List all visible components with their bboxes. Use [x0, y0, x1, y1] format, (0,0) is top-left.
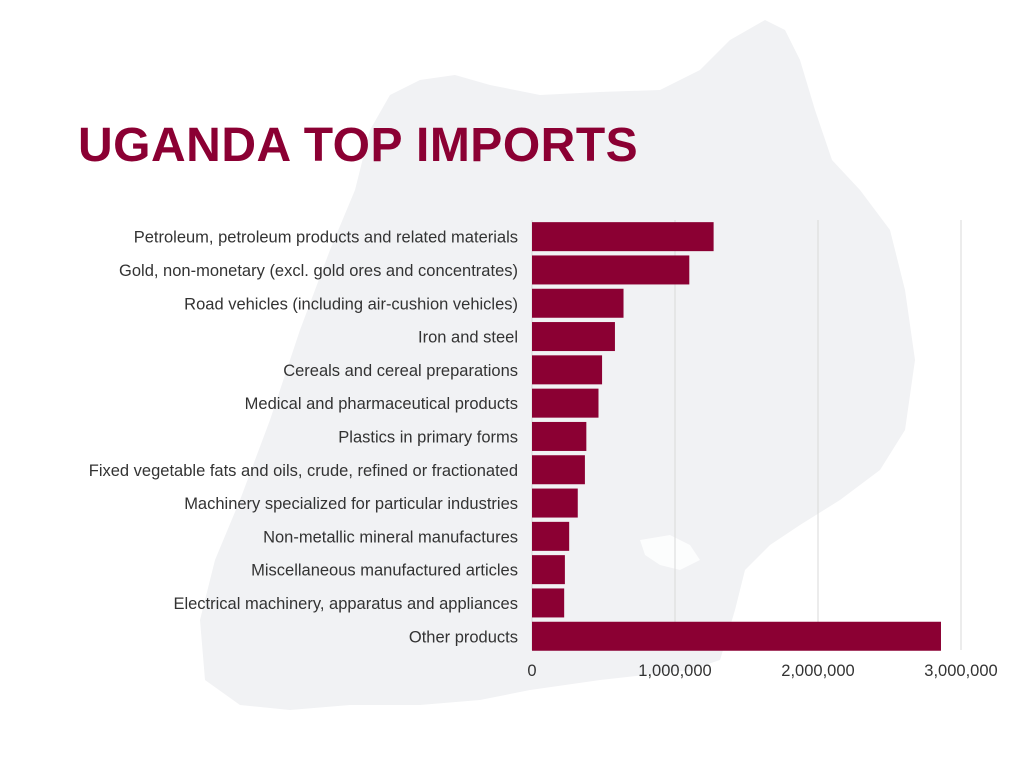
category-label: Plastics in primary forms — [338, 428, 518, 446]
x-tick-label: 2,000,000 — [781, 662, 854, 680]
category-label: Iron and steel — [418, 329, 518, 347]
category-label: Fixed vegetable fats and oils, crude, re… — [89, 462, 518, 480]
bars — [532, 222, 941, 651]
category-label: Medical and pharmaceutical products — [245, 395, 518, 413]
bar — [532, 521, 570, 551]
lake-islands — [640, 535, 700, 570]
gridlines — [531, 220, 962, 650]
bar — [532, 555, 565, 585]
category-label: Petroleum, petroleum products and relate… — [134, 229, 518, 247]
bar — [532, 255, 690, 285]
x-axis-ticks: 0 1,000,000 2,000,000 3,000,000 — [527, 662, 997, 680]
category-label: Electrical machinery, apparatus and appl… — [173, 595, 518, 613]
category-label: Cereals and cereal preparations — [283, 362, 518, 380]
bar — [532, 621, 941, 651]
bar — [532, 355, 603, 385]
bar — [532, 288, 624, 318]
category-label: Other products — [409, 628, 518, 646]
category-label: Road vehicles (including air-cushion veh… — [184, 295, 518, 313]
category-label: Machinery specialized for particular ind… — [184, 495, 518, 513]
bar — [532, 488, 578, 518]
bar — [532, 455, 585, 485]
bar — [532, 322, 615, 352]
bar — [532, 588, 565, 618]
bar — [532, 388, 599, 418]
page-title: UGANDA TOP IMPORTS — [78, 119, 639, 172]
x-tick-label: 1,000,000 — [638, 662, 711, 680]
x-tick-label: 0 — [527, 662, 536, 680]
category-label: Gold, non-monetary (excl. gold ores and … — [119, 262, 518, 280]
x-tick-label: 3,000,000 — [924, 662, 997, 680]
bar — [532, 222, 714, 252]
category-labels: Petroleum, petroleum products and relate… — [89, 229, 518, 647]
category-label: Miscellaneous manufactured articles — [251, 562, 518, 580]
bar — [532, 421, 587, 451]
category-label: Non-metallic mineral manufactures — [263, 528, 518, 546]
